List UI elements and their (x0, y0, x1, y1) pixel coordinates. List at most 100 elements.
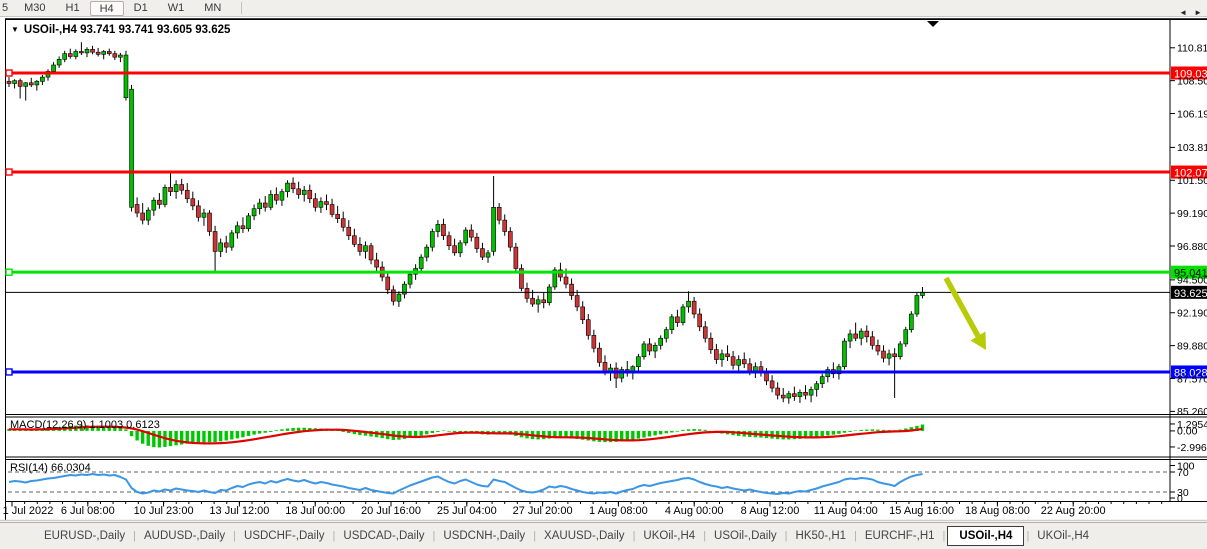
hline-handle[interactable] (5, 168, 13, 176)
bear-candle (519, 268, 524, 289)
macd-axis-label: 1.2954 (1177, 419, 1207, 431)
bear-candle (335, 214, 340, 219)
tab-separator: | (942, 530, 946, 542)
bear-candle (780, 394, 786, 399)
bear-candle (179, 184, 184, 191)
timeframe-button-m30[interactable]: M30 (24, 1, 46, 14)
bear-candle (346, 226, 352, 237)
time-axis-label: 25 Jul 04:00 (437, 505, 497, 517)
tab-ukoil-h4[interactable]: UKOil-,H4 (1037, 530, 1090, 542)
rsi-axis-label: 30 (1177, 487, 1189, 499)
bull-candle (797, 391, 803, 397)
tab-separator: | (533, 530, 537, 542)
bull-candle (903, 329, 909, 345)
time-axis[interactable]: 1 Jul 2022 6 Jul 08:00 10 Jul 23:00 13 Jul … (3, 501, 1163, 518)
price-axis: 110.810 108.500 106.190 103.810 101.500 99.19… (1170, 43, 1207, 418)
tab-scroll-right-button[interactable]: ► (1194, 8, 1202, 17)
bear-candle (441, 224, 446, 237)
hline-88.028[interactable]: 88.028 (5, 365, 1207, 379)
hline-handle[interactable] (5, 69, 13, 77)
toolbar-separator (241, 2, 243, 14)
bear-candle (541, 299, 547, 303)
bull-candle (619, 369, 625, 379)
tab-separator: | (133, 530, 137, 542)
bull-candle (491, 207, 496, 252)
hline-price-label-bg (1171, 265, 1207, 279)
timeframe-button-h1[interactable]: H1 (65, 1, 80, 14)
hline-handle[interactable] (5, 268, 13, 276)
bull-candle (886, 353, 892, 359)
hline-102.078[interactable]: 102.078 (5, 165, 1207, 180)
timeframe-button-5[interactable]: 5 (2, 1, 9, 14)
bull-candle (56, 59, 62, 66)
tab-xauusd-daily[interactable]: XAUUSD-,Daily (544, 530, 625, 542)
tab-usdcad-daily[interactable]: USDCAD-,Daily (343, 530, 425, 542)
bear-candle (134, 204, 140, 214)
hline-109.038[interactable]: 109.038 (5, 66, 1207, 81)
timeframe-button-w1[interactable]: W1 (167, 1, 185, 14)
bear-candle (864, 330, 870, 338)
bear-candle (675, 316, 680, 323)
hline-95.041[interactable]: 95.041 (5, 265, 1207, 280)
bull-candle (162, 187, 168, 205)
price-chart[interactable]: 109.038102.07895.04188.02893.625110.8101… (0, 18, 1207, 522)
bull-candle (407, 273, 413, 285)
bull-candle (842, 340, 847, 367)
timeframe-button-h4[interactable]: H4 (89, 0, 124, 16)
bull-candle (268, 194, 274, 208)
tab-scroll-left-button[interactable]: ◄ (1179, 8, 1188, 17)
bear-candle (480, 248, 485, 258)
timeframe-button-mn[interactable]: MN (204, 1, 222, 14)
last-bar-marker-icon (927, 21, 939, 27)
tab-usoil-daily[interactable]: USOil-,Daily (714, 530, 777, 542)
bear-candle (502, 219, 508, 232)
bull-candle (847, 333, 853, 342)
arrow-shaft[interactable] (943, 276, 981, 338)
arrow-head-icon[interactable] (970, 331, 987, 351)
bear-candle (792, 393, 797, 397)
macd-axis-label: 0.00 (1177, 426, 1198, 438)
bull-candle (257, 202, 262, 210)
bull-candle (62, 53, 68, 60)
tab-usdcnh-daily[interactable]: USDCNH-,Daily (443, 530, 526, 542)
tab-ukoil-h4[interactable]: UKOil-,H4 (643, 530, 696, 542)
bear-candle (870, 336, 875, 346)
tab-hk50-h1[interactable]: HK50-,H1 (795, 530, 847, 542)
tab-separator: | (1026, 530, 1030, 542)
bull-candle (51, 64, 56, 72)
price-tick-label: 101.500 (1177, 175, 1207, 187)
bear-candle (184, 189, 190, 200)
hline-price-label-bg (1171, 66, 1207, 80)
tab-audusd-daily[interactable]: AUDUSD-,Daily (144, 530, 226, 542)
bear-candle (385, 276, 391, 291)
tab-usdchf-daily[interactable]: USDCHF-,Daily (244, 530, 325, 542)
macd-axis-label: -2.9968 (1177, 442, 1207, 454)
bear-candle (6, 81, 12, 84)
bull-candle (84, 49, 90, 54)
time-axis-label: 11 Aug 04:00 (814, 505, 878, 517)
price-tick-label: 99.190 (1177, 208, 1207, 220)
bull-candle (786, 393, 792, 399)
bull-candle (819, 376, 825, 385)
arrow-annotation[interactable] (943, 276, 987, 351)
bear-candle (196, 205, 201, 218)
bull-candle (535, 299, 541, 305)
bear-candle (274, 194, 279, 201)
bear-candle (112, 53, 118, 58)
bull-candle (546, 286, 552, 303)
hline-handle[interactable] (5, 368, 13, 376)
tab-eurchf-h1[interactable]: EURCHF-,H1 (864, 530, 935, 542)
timeframe-button-d1[interactable]: D1 (133, 1, 148, 14)
bull-candle (285, 182, 290, 192)
bull-candle (652, 345, 658, 352)
tab-eurusd-daily[interactable]: EURUSD-,Daily (44, 530, 126, 542)
bull-candle (430, 231, 435, 248)
bull-candle (318, 201, 324, 208)
bull-candle (12, 80, 17, 84)
tab-usoil-h4[interactable]: USOil-,H4 (947, 526, 1025, 546)
price-tick-label: 96.880 (1177, 241, 1207, 253)
bull-candle (363, 245, 368, 252)
timeframe-toolbar: 5 M30 H1 H4 D1 W1 MN (0, 0, 1207, 17)
bear-candle (17, 80, 23, 87)
